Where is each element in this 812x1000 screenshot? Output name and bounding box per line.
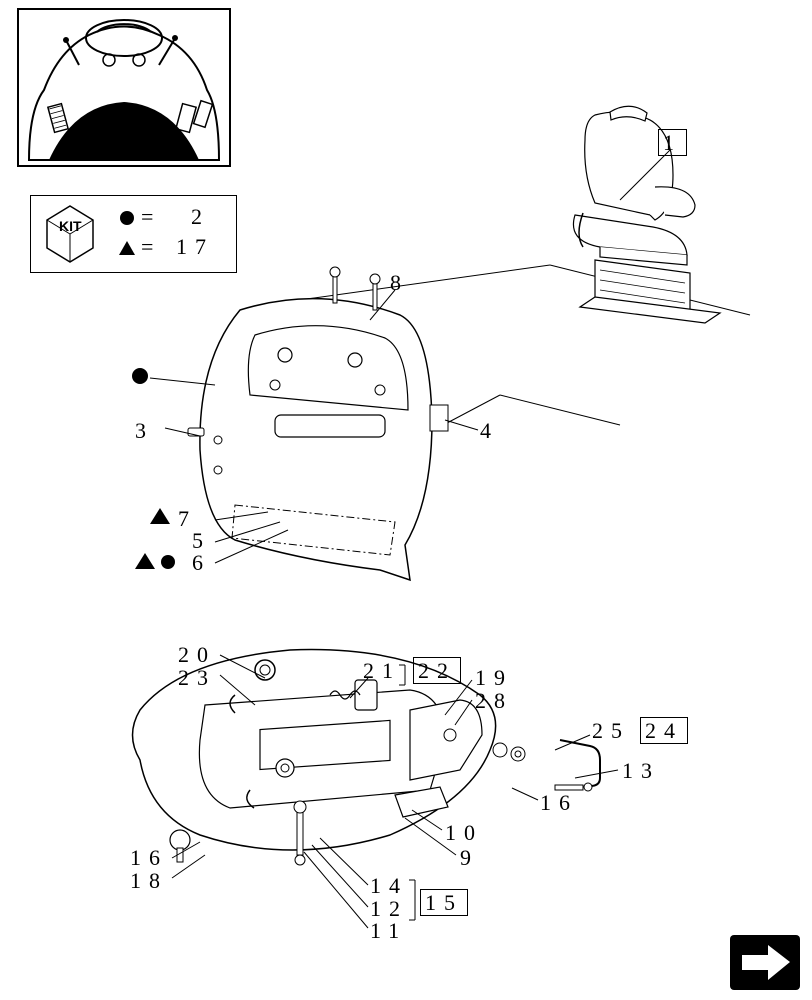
callout-16r: 16 [540,790,578,816]
callout-25: 25 [592,718,630,744]
callout-10: 10 [445,820,483,846]
circle-marker-icon [161,555,175,569]
callout-11: 11 [370,918,407,944]
callout-6: 6 [192,550,211,576]
artwork-layer [0,0,812,1000]
circle-marker-icon [132,368,148,384]
callout-4: 4 [480,418,499,444]
callout-18: 18 [130,868,168,894]
seat-assembly-art [573,106,720,323]
callout-22: 22 [413,658,461,684]
arrow-right-icon [730,935,800,990]
diagram-page: KIT = 2 = 17 [0,0,812,1000]
callout-23: 23 [178,665,216,691]
callout-13: 13 [622,758,660,784]
callout-21: 21 [363,658,401,684]
callout-8: 8 [390,270,409,296]
callout-9: 9 [460,845,479,871]
callout-15: 15 [420,890,468,916]
triangle-marker-icon [135,553,155,569]
callout-28: 28 [475,688,513,714]
callout-3: 3 [135,418,154,444]
backrest-shell-art [188,267,448,580]
callout-24: 24 [640,718,688,744]
callout-1: 1 [658,130,687,156]
next-page-button[interactable] [730,935,800,990]
triangle-marker-icon [150,508,170,524]
